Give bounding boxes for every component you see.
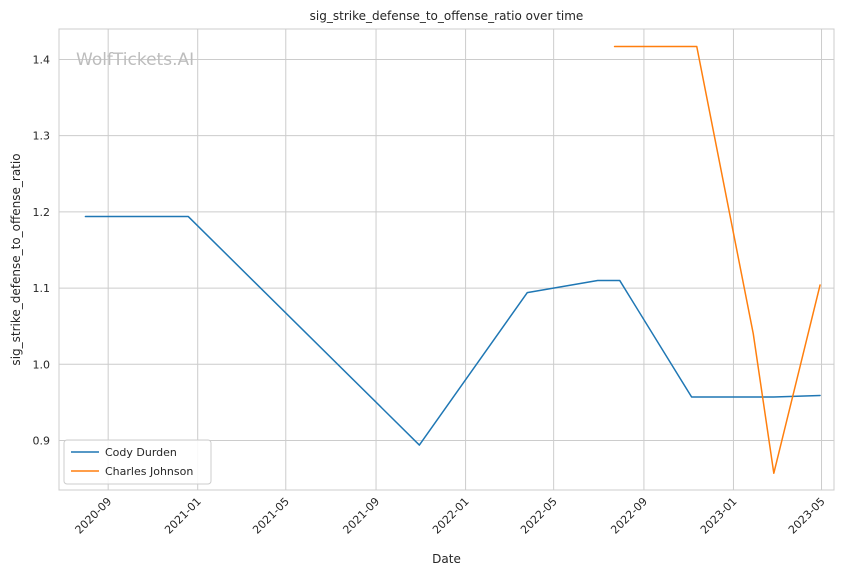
x-tick-label: 2022-01 [430,495,472,537]
x-tick-label: 2023-05 [786,495,828,537]
series-layer [84,45,821,474]
y-tick-label: 1.0 [33,358,51,371]
y-tick-label: 0.9 [33,434,51,447]
legend-box [63,439,212,485]
y-tick-label: 1.1 [33,282,51,295]
x-tick-label: 2023-01 [698,495,740,537]
series-line-charles-johnson [613,45,821,474]
x-tick-label: 2021-09 [340,495,382,537]
chart-title: sig_strike_defense_to_offense_ratio over… [310,9,584,23]
watermark: WolfTickets.AI [76,50,194,70]
y-tick-label: 1.2 [33,206,51,219]
y-tick-label: 1.3 [33,130,51,143]
x-tick-label: 2020-09 [73,495,115,537]
y-axis-title: sig_strike_defense_to_offense_ratio [9,153,23,365]
legend-label-cody-durden: Cody Durden [105,446,177,459]
series-line-cody-durden [84,215,821,446]
grid [59,29,834,490]
legend: Cody Durden Charles Johnson [63,439,212,485]
x-tick-label: 2021-05 [250,495,292,537]
legend-label-charles-johnson: Charles Johnson [105,465,193,478]
x-axis-title: Date [432,552,461,566]
y-tick-label: 1.4 [33,53,51,66]
plot-background [59,29,834,490]
x-tick-label: 2022-05 [518,495,560,537]
plot-frame [58,28,835,491]
x-tick-label: 2022-09 [608,495,650,537]
x-tick-label: 2021-01 [162,495,204,537]
